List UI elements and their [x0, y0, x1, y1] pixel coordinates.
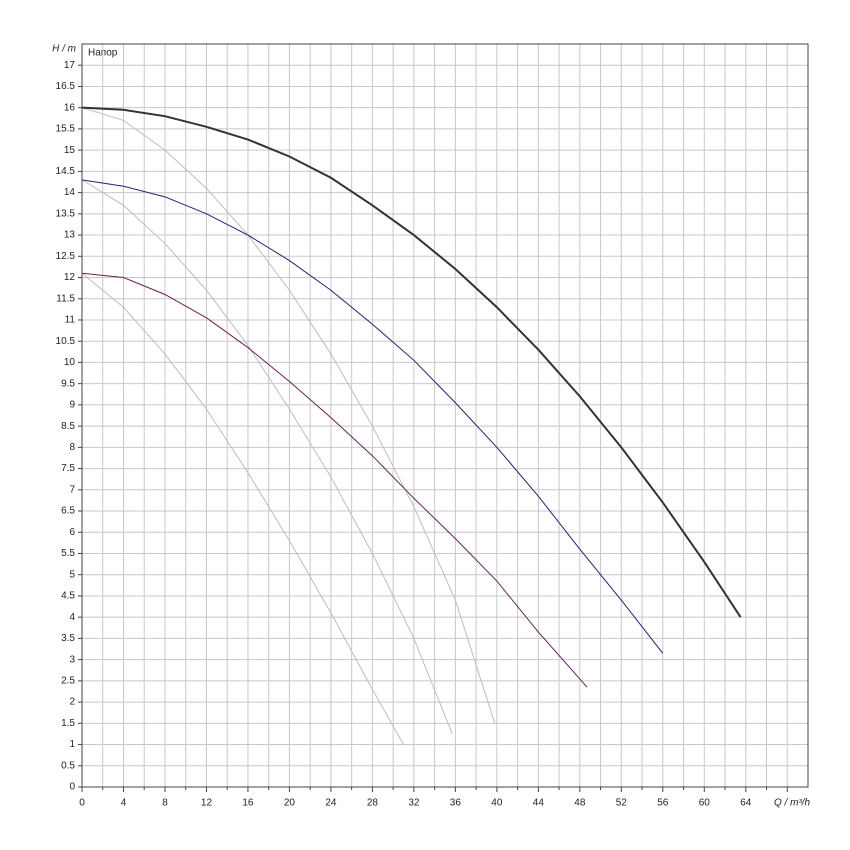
x-tick-label: 60: [699, 798, 711, 809]
curve: [81, 106, 742, 618]
x-tick-label: 48: [574, 798, 586, 809]
y-tick-label: 9.5: [61, 378, 75, 389]
x-tick-label: 24: [325, 798, 337, 809]
curve: [81, 179, 453, 735]
x-tick-label: 40: [491, 798, 503, 809]
plot-frame: [81, 43, 809, 788]
y-tick-label: 0: [69, 782, 75, 793]
x-tick-label: 52: [616, 798, 628, 809]
curve: [81, 272, 404, 745]
y-tick-label: 14: [64, 187, 76, 198]
y-tick-label: 8: [69, 442, 75, 453]
y-tick-label: 0.5: [61, 760, 75, 771]
y-tick-label: 11: [65, 315, 76, 326]
x-tick-label: 64: [740, 798, 752, 809]
y-axis-label: H / m: [52, 44, 76, 55]
y-tick-label: 10: [64, 357, 76, 368]
x-tick-label: 12: [201, 798, 213, 809]
y-tick-label: 3.5: [61, 633, 75, 644]
x-tick-label: 44: [533, 798, 545, 809]
x-tick-label: 4: [121, 798, 127, 809]
y-tick-label: 1.5: [61, 718, 75, 729]
y-tick-label: 15.5: [56, 124, 76, 135]
y-tick-label: 2.5: [61, 675, 75, 686]
x-tick-label: 0: [79, 798, 85, 809]
y-tick-label: 8.5: [61, 421, 75, 432]
x-tick-label: 20: [284, 798, 296, 809]
x-tick-label: 32: [408, 798, 420, 809]
y-tick-label: 6: [69, 527, 75, 538]
x-tick-label: 36: [450, 798, 462, 809]
y-tick-label: 5.5: [61, 548, 75, 559]
y-tick-label: 6.5: [61, 506, 75, 517]
y-tick-label: 1: [69, 739, 75, 750]
y-tick-label: 7: [69, 484, 75, 495]
curve: [81, 107, 496, 724]
y-tick-label: 17: [64, 60, 76, 71]
x-tick-label: 28: [367, 798, 379, 809]
y-tick-label: 3: [69, 654, 75, 665]
curve: [81, 272, 588, 688]
y-tick-label: 10.5: [56, 336, 76, 347]
y-tick-label: 2: [69, 697, 75, 708]
y-tick-label: 15: [64, 145, 76, 156]
y-tick-label: 16: [64, 102, 76, 113]
y-tick-label: 5: [69, 569, 75, 580]
y-tick-label: 12.5: [56, 251, 76, 262]
x-tick-label: 8: [162, 798, 168, 809]
y-tick-label: 14.5: [56, 166, 76, 177]
x-tick-label: 16: [242, 798, 254, 809]
y-tick-label: 7.5: [61, 463, 75, 474]
y-tick-label: 11.5: [56, 293, 75, 304]
y-tick-label: 4.5: [61, 591, 75, 602]
y-tick-label: 12: [64, 272, 76, 283]
y-tick-label: 13.5: [56, 208, 76, 219]
x-axis-label: Q / m³/h: [774, 798, 811, 809]
x-tick-label: 56: [657, 798, 669, 809]
y-tick-label: 13: [64, 230, 76, 241]
curve: [81, 179, 664, 654]
y-tick-label: 16.5: [56, 81, 76, 92]
y-tick-label: 4: [69, 612, 75, 623]
y-tick-label: 9: [69, 400, 75, 411]
